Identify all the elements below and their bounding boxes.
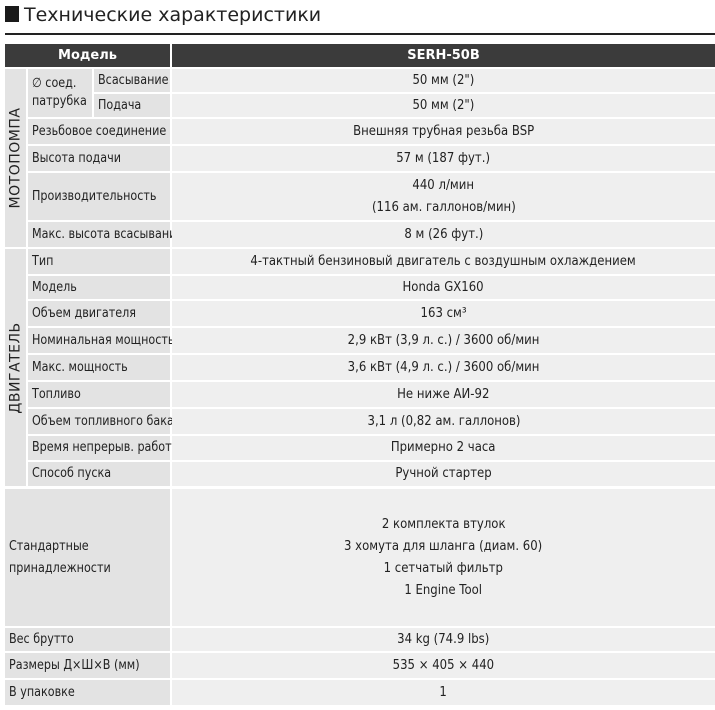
row-value-cell: 2,9 кВт (3,9 л. с.) / 3600 об/мин (172, 328, 715, 353)
row-label-cell: Способ пуска (28, 462, 170, 486)
group-label: МОТОПОМПА (7, 107, 24, 209)
row-value-cell: 50 мм (2") (172, 94, 715, 117)
row-label: Вес брутто (9, 631, 74, 647)
row-label-cell: Стандартные принадлежности (5, 489, 170, 626)
row-value: Не ниже АИ-92 (397, 386, 490, 402)
row-value: 34 kg (74.9 lbs) (397, 631, 490, 647)
row-value: (116 ам. галлонов/мин) (371, 199, 516, 215)
row-value: 57 м (187 фут.) (396, 150, 491, 166)
header-cell: SERH-50B (172, 44, 715, 67)
row-label-cell: Резьбовое соединение (28, 119, 170, 144)
row-value: 4-тактный бензиновый двигатель с воздушн… (250, 253, 637, 269)
row-value-cell: Honda GX160 (172, 276, 715, 299)
row-label-cell: Высота подачи (28, 146, 170, 171)
row-value: 2 комплекта втулок (381, 516, 506, 532)
row-label: Объем топливного бака (32, 413, 174, 429)
header-text: SERH-50B (407, 47, 480, 63)
row-label-cell: Подача (94, 94, 170, 117)
row-label: Способ пуска (32, 466, 112, 481)
row-value: 535 × 405 × 440 (392, 657, 495, 673)
row-label: Тип (32, 253, 54, 269)
group-cell: МОТОПОМПА (5, 69, 26, 247)
row-label-cell: Макс. мощность (28, 355, 170, 380)
title-rule (5, 33, 715, 35)
group-label: ДВИГАТЕЛЬ (7, 321, 24, 414)
row-value: 1 (439, 684, 448, 700)
row-label: Макс. мощность (32, 359, 128, 375)
row-value-cell: 1 (172, 680, 715, 705)
row-value-cell: 50 мм (2") (172, 69, 715, 92)
row-label-cell: Время непрерыв. работы (28, 436, 180, 460)
row-value: 440 л/мин (412, 177, 475, 193)
row-value: 3,6 кВт (4,9 л. с.) / 3600 об/мин (347, 359, 540, 375)
row-value-cell: 3,6 кВт (4,9 л. с.) / 3600 об/мин (172, 355, 715, 380)
row-value: Honda GX160 (402, 279, 485, 295)
row-value: 163 см³ (420, 305, 467, 321)
row-value: Примерно 2 часа (391, 440, 496, 455)
row-label: Топливо (32, 386, 81, 402)
connection-cell: ∅ соед. патрубка (28, 69, 92, 117)
row-label: Объем двигателя (32, 305, 137, 321)
connection-label: ∅ соед. патрубка (32, 76, 87, 109)
row-label-cell: Вес брутто (5, 628, 170, 651)
row-value-cell: Не ниже АИ-92 (172, 382, 715, 407)
row-label-cell: Размеры Д×Ш×В (мм) (5, 653, 170, 678)
row-label: В упаковке (9, 684, 75, 700)
row-label-cell: Модель (28, 276, 170, 299)
row-value: Внешняя трубная резьба BSP (352, 123, 535, 139)
row-value: 3 хомута для шланга (диам. 60) (344, 538, 543, 554)
row-value: Ручной стартер (395, 466, 492, 481)
row-value-cell: 2 комплекта втулок 3 хомута для шланга (д… (172, 489, 715, 626)
row-value: 3,1 л (0,82 ам. галлонов) (367, 413, 520, 429)
row-label: Модель (32, 279, 77, 295)
row-value-cell: 8 м (26 фут.) (172, 222, 715, 247)
row-value: 2,9 кВт (3,9 л. с.) / 3600 об/мин (347, 332, 540, 348)
row-value: 1 Engine Tool (404, 582, 483, 598)
row-label-cell: Всасывание (94, 69, 170, 92)
title-square (5, 6, 19, 22)
row-label: Макс. высота всасывания (32, 226, 184, 242)
row-label-cell: Тип (28, 249, 170, 274)
row-value-cell: Ручной стартер (172, 462, 715, 486)
row-label: Высота подачи (32, 150, 122, 166)
row-label: Номинальная мощность (32, 332, 175, 348)
row-value-cell: Внешняя трубная резьба BSP (172, 119, 715, 144)
header-text: Модель (58, 47, 117, 63)
row-value-cell: 34 kg (74.9 lbs) (172, 628, 715, 651)
row-label-cell: В упаковке (5, 680, 170, 705)
header-cell: Модель (5, 44, 170, 67)
row-value-cell: 4-тактный бензиновый двигатель с воздушн… (172, 249, 715, 274)
row-label: Резьбовое соединение (32, 123, 167, 139)
title: Технические характеристики (24, 4, 322, 26)
row-label-cell: Топливо (28, 382, 170, 407)
row-label: Производительность (32, 188, 157, 204)
row-label: Всасывание (98, 72, 169, 88)
row-value-cell: 535 × 405 × 440 (172, 653, 715, 678)
row-label-cell: Объем двигателя (28, 301, 170, 326)
row-value-cell: 163 см³ (172, 301, 715, 326)
row-value: 8 м (26 фут.) (404, 226, 483, 242)
row-label: Подача (98, 97, 142, 113)
row-label-cell: Производительность (28, 173, 170, 220)
row-label: Размеры Д×Ш×В (мм) (9, 657, 140, 673)
row-label: Стандартные принадлежности (9, 538, 111, 576)
row-label-cell: Номинальная мощность (28, 328, 174, 353)
row-value: 50 мм (2") (412, 97, 475, 113)
row-value-cell: Примерно 2 часа (172, 436, 715, 460)
row-value: 50 мм (2") (412, 72, 475, 88)
row-value-cell: 440 л/мин (116 ам. галлонов/мин) (172, 173, 715, 220)
row-value-cell: 57 м (187 фут.) (172, 146, 715, 171)
row-label-cell: Макс. высота всасывания (28, 222, 183, 247)
group-cell: ДВИГАТЕЛЬ (5, 249, 26, 486)
row-label-cell: Объем топливного бака (28, 409, 174, 434)
row-label: Время непрерыв. работы (32, 440, 181, 455)
row-value: 1 сетчатый фильтр (383, 560, 504, 576)
row-value-cell: 3,1 л (0,82 ам. галлонов) (172, 409, 715, 434)
